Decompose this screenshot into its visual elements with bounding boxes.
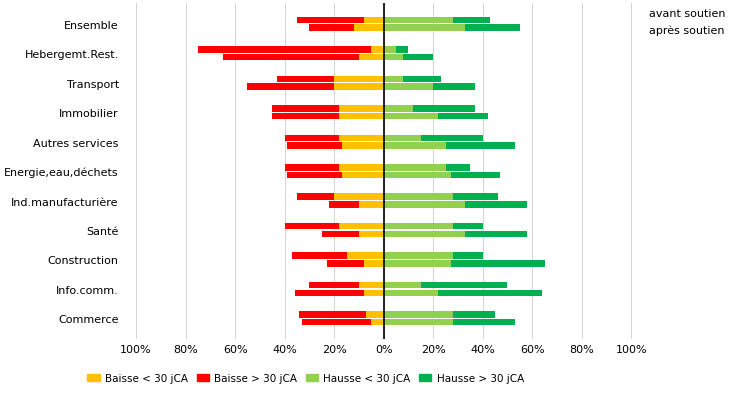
Bar: [384, 47, 396, 54]
Bar: [384, 223, 453, 230]
Bar: [438, 290, 542, 296]
Bar: [310, 282, 359, 289]
Bar: [359, 231, 384, 238]
Bar: [384, 231, 466, 238]
Bar: [247, 84, 334, 90]
Bar: [198, 47, 372, 54]
Bar: [342, 172, 384, 179]
Bar: [339, 113, 384, 120]
Bar: [466, 231, 527, 238]
Bar: [433, 84, 475, 90]
Bar: [299, 312, 366, 318]
Bar: [450, 172, 500, 179]
Bar: [292, 253, 347, 259]
Bar: [384, 202, 466, 208]
Bar: [359, 282, 384, 289]
Bar: [453, 319, 515, 326]
Bar: [384, 290, 438, 296]
Bar: [302, 319, 372, 326]
Bar: [453, 312, 495, 318]
Legend: Baisse < 30 jCA, Baisse > 30 jCA, Hausse < 30 jCA, Hausse > 30 jCA: Baisse < 30 jCA, Baisse > 30 jCA, Hausse…: [83, 369, 528, 388]
Bar: [354, 25, 384, 32]
Bar: [404, 55, 433, 61]
Bar: [384, 76, 404, 83]
Bar: [339, 165, 384, 171]
Bar: [404, 76, 441, 83]
Bar: [396, 47, 408, 54]
Bar: [297, 18, 364, 24]
Bar: [420, 282, 507, 289]
Bar: [384, 319, 453, 326]
Bar: [450, 261, 545, 267]
Bar: [384, 194, 453, 200]
Bar: [342, 143, 384, 149]
Bar: [359, 55, 384, 61]
Bar: [339, 223, 384, 230]
Text: après soutien: après soutien: [649, 26, 724, 36]
Bar: [453, 223, 483, 230]
Bar: [287, 172, 342, 179]
Bar: [327, 261, 364, 267]
Bar: [372, 47, 384, 54]
Bar: [329, 202, 359, 208]
Bar: [413, 106, 475, 112]
Bar: [384, 25, 466, 32]
Bar: [384, 312, 453, 318]
Bar: [453, 194, 498, 200]
Bar: [438, 113, 488, 120]
Bar: [364, 261, 384, 267]
Bar: [384, 143, 445, 149]
Bar: [359, 202, 384, 208]
Bar: [272, 113, 339, 120]
Bar: [384, 165, 445, 171]
Bar: [223, 55, 359, 61]
Bar: [445, 143, 515, 149]
Bar: [384, 84, 433, 90]
Bar: [384, 253, 453, 259]
Bar: [297, 194, 334, 200]
Bar: [384, 282, 420, 289]
Bar: [420, 135, 483, 142]
Bar: [322, 231, 359, 238]
Bar: [364, 18, 384, 24]
Bar: [294, 290, 364, 296]
Bar: [384, 261, 450, 267]
Bar: [277, 76, 334, 83]
Bar: [384, 172, 450, 179]
Bar: [366, 312, 384, 318]
Bar: [347, 253, 384, 259]
Bar: [285, 165, 339, 171]
Bar: [384, 18, 453, 24]
Bar: [384, 135, 420, 142]
Bar: [285, 223, 339, 230]
Bar: [334, 194, 384, 200]
Bar: [339, 106, 384, 112]
Bar: [334, 76, 384, 83]
Bar: [285, 135, 339, 142]
Bar: [453, 18, 490, 24]
Bar: [334, 84, 384, 90]
Bar: [466, 202, 527, 208]
Bar: [372, 319, 384, 326]
Bar: [384, 106, 413, 112]
Bar: [466, 25, 520, 32]
Bar: [453, 253, 483, 259]
Bar: [384, 113, 438, 120]
Bar: [445, 165, 470, 171]
Bar: [339, 135, 384, 142]
Bar: [364, 290, 384, 296]
Text: avant soutien: avant soutien: [649, 9, 726, 19]
Bar: [272, 106, 339, 112]
Bar: [287, 143, 342, 149]
Bar: [310, 25, 354, 32]
Bar: [384, 55, 404, 61]
